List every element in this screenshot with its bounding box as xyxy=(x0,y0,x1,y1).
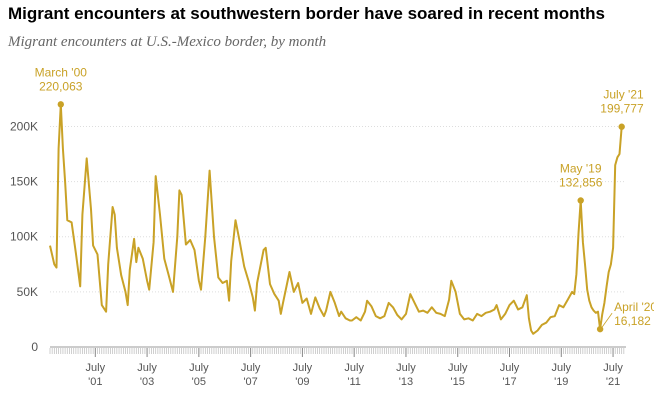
y-tick-label: 100K xyxy=(10,230,38,244)
annotation-point xyxy=(596,325,604,333)
annotation-point xyxy=(618,123,625,130)
chart-title: Migrant encounters at southwestern borde… xyxy=(8,4,606,23)
annotation-point xyxy=(577,197,584,204)
annotation-value: 16,182 xyxy=(614,314,651,328)
x-tick-label: July xyxy=(137,362,157,374)
x-tick-year: '17 xyxy=(502,376,516,388)
annotation-value: 199,777 xyxy=(600,102,644,116)
x-tick-year: '21 xyxy=(606,376,620,388)
x-tick-year: '03 xyxy=(140,376,154,388)
x-tick-year: '19 xyxy=(554,376,568,388)
y-tick-label: 0 xyxy=(31,340,38,354)
annotation-label: May '19 xyxy=(560,162,602,176)
x-tick-label: July xyxy=(344,362,364,374)
x-tick-year: '13 xyxy=(399,376,413,388)
y-tick-label: 150K xyxy=(10,175,38,189)
x-tick-label: July xyxy=(189,362,209,374)
annotation-point xyxy=(57,101,64,108)
chart-subtitle: Migrant encounters at U.S.-Mexico border… xyxy=(8,34,327,50)
y-tick-label: 50K xyxy=(17,285,38,299)
x-tick-label: July xyxy=(551,362,571,374)
x-tick-label: July xyxy=(396,362,416,374)
x-tick-year: '11 xyxy=(347,376,361,388)
x-tick-label: July xyxy=(500,362,520,374)
x-tick-year: '07 xyxy=(243,376,257,388)
annotation-label: April '20 xyxy=(614,300,654,314)
x-tick-label: July xyxy=(86,362,106,374)
x-tick-year: '09 xyxy=(295,376,309,388)
gridlines: 0 50K 100K 150K 200K xyxy=(10,119,626,354)
x-tick-label: July xyxy=(241,362,261,374)
x-axis: July '01 July '03 July '05 July '07 July '09 July '… xyxy=(49,346,626,388)
annotation-label: July '21 xyxy=(603,88,644,102)
annotation-label: March '00 xyxy=(35,65,88,79)
annotation-value: 132,856 xyxy=(559,176,603,190)
series-line xyxy=(49,103,623,335)
x-tick-label: July xyxy=(293,362,313,374)
annotation-leader xyxy=(601,312,613,328)
y-tick-label: 200K xyxy=(10,119,38,133)
x-tick-label: July xyxy=(448,362,468,374)
annotation-value: 220,063 xyxy=(39,79,83,93)
x-tick-label: July xyxy=(603,362,623,374)
x-tick-year: '05 xyxy=(192,376,206,388)
series-line-0 xyxy=(49,103,623,335)
x-tick-year: '01 xyxy=(88,376,102,388)
x-tick-year: '15 xyxy=(451,376,465,388)
